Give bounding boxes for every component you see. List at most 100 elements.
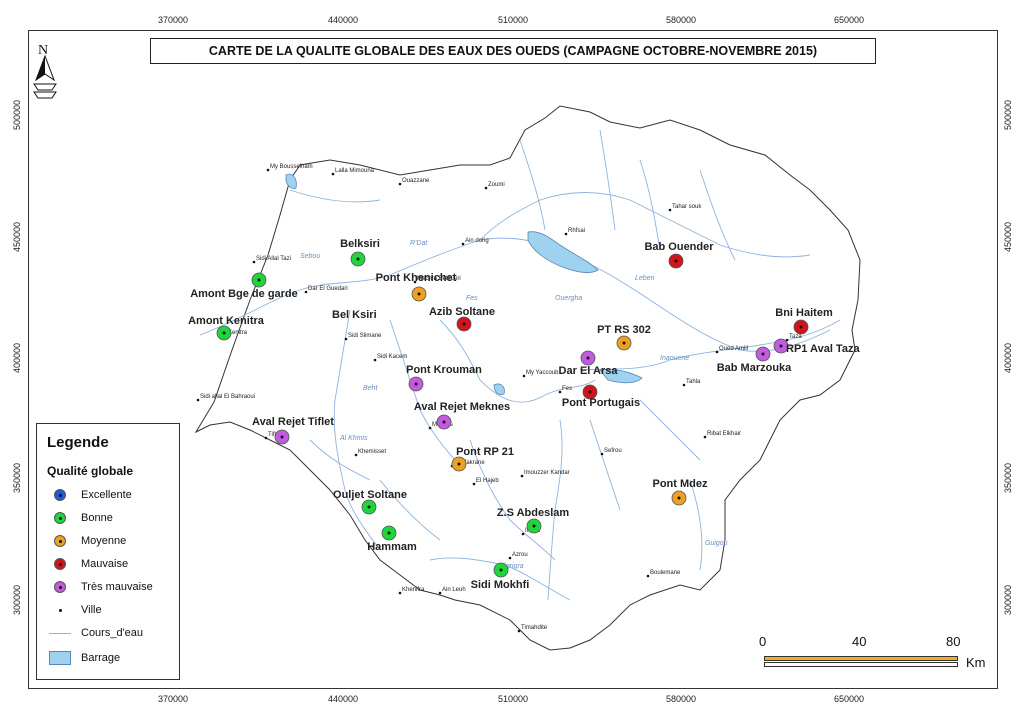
city-label: Rhfsai [568,228,585,234]
city-label: Kenitra [228,330,248,336]
river-mikkes [469,439,556,561]
city-dot [331,172,335,176]
x-tick-top: 650000 [834,15,865,25]
city-dot-icon [58,608,62,612]
stations-layer: Belksiri Amont Bge de garde Amont Kenitra P… [188,238,860,591]
x-tick-top: 580000 [666,15,697,25]
station-label: Pont Krouman [406,364,482,376]
city-dot [304,290,308,294]
station-center-dot [586,356,590,360]
station-center-dot [457,462,461,466]
city-label: Zoumi [488,182,505,188]
station-label: Ouljet Soltane [333,489,407,501]
north-label: N [38,43,48,58]
river-line-icon [49,632,71,634]
station-center-dot [761,352,765,356]
river-fes [439,319,596,403]
station-label: Bab Ouender [644,241,714,253]
city-dot [668,208,672,212]
city-dot [521,532,525,536]
legend-title: Legende [47,434,109,451]
station-label: Aval Rejet Tiflet [252,416,334,428]
station-label: Z.S Abdeslam [497,507,570,519]
city-label: Imouzzer Kandar [524,470,570,476]
river-label: Beht [363,385,378,392]
station-center-dot [779,344,783,348]
city-label: My Bousselham [270,164,313,170]
station-label: Azib Soltane [429,306,495,318]
legend-item-bonne: Bonne [49,509,113,527]
city-dot [715,350,719,354]
city-dot [646,574,650,578]
city-label: Sidi allal El Bahraoui [200,394,255,400]
station-center-dot [799,325,803,329]
city-label: Sidi Allal Tazi [256,256,291,262]
river-sebou [199,237,831,352]
city-dot [252,260,256,264]
river-tributary-3 [639,159,661,251]
legend-swatch [54,512,66,524]
river-sebou-south [547,419,563,601]
city-label: Tahar souk [672,204,702,210]
x-tick-bottom: 440000 [328,694,359,704]
river-tributary-5 [639,399,701,461]
station-center-dot [356,257,360,261]
city-label: Sidi Slimane [348,333,382,339]
city-label: Fes [562,386,572,392]
city-label: Azrou [512,552,528,558]
city-label: El Hajeb [476,478,499,484]
station-center-dot [367,505,371,509]
station-label: Pont RP 21 [456,446,514,458]
legend-label: Moyenne [81,535,127,547]
river-tributary-2 [599,129,616,231]
river-tributary-4 [699,169,736,261]
city-label: Khemisset [358,449,386,455]
scale-label-0: 0 [759,634,767,649]
legend-item-moyenne: Moyenne [49,532,126,550]
river-labels: Sebou R'Dat Ouergha Inaouene Beht Fes Ti… [300,240,728,570]
city-dot [600,452,604,456]
city-label: Ribat Elkhair [707,431,741,437]
legend-label: Cours_d'eau [81,627,144,639]
scale-label-40: 40 [852,634,867,649]
city-dot [354,453,358,457]
river-label: Inaouene [660,355,689,362]
station-center-dot [442,420,446,424]
river-label: Fes [466,295,478,302]
city-dot [472,482,476,486]
city-dot [373,358,377,362]
legend-label: Bonne [81,512,113,524]
legend-swatch [54,489,66,501]
station-label: Aval Rejet Meknes [414,401,510,413]
station-center-dot [417,292,421,296]
x-tick-bottom: 580000 [666,694,697,704]
river-label: Al Khmis [339,435,368,442]
scale-bar [764,656,958,668]
city-label: Oued Amlil [719,346,748,352]
station-center-dot [532,524,536,528]
station-center-dot [588,390,592,394]
station-label: Bab Marzouka [717,362,792,374]
station-center-dot [677,496,681,500]
river-label: Guigou [705,540,728,547]
river-tributary-6 [309,439,371,481]
city-label: Ain Leuh [442,587,466,593]
x-tick-bottom: 370000 [158,694,189,704]
station-label: Bni Haitem [775,307,833,319]
river-rdom [389,319,461,466]
station-label: Dar El Arsa [559,365,619,377]
dam-el-wahda [527,231,599,273]
city-label: Ain dorig [465,238,489,244]
station-label: Pont Portugais [562,397,640,409]
station-label: Amont Bge de garde [190,288,298,300]
city-dot [196,398,200,402]
city-dot [413,280,417,284]
dam-box-icon [49,651,71,665]
legend-label: Excellente [81,489,132,501]
map-title: CARTE DE LA QUALITE GLOBALE DES EAUX DES… [150,38,876,64]
station-center-dot [622,341,626,345]
legend-swatch [54,535,66,547]
rivers [199,129,841,601]
map-frame [28,30,998,689]
station-center-dot [674,259,678,263]
